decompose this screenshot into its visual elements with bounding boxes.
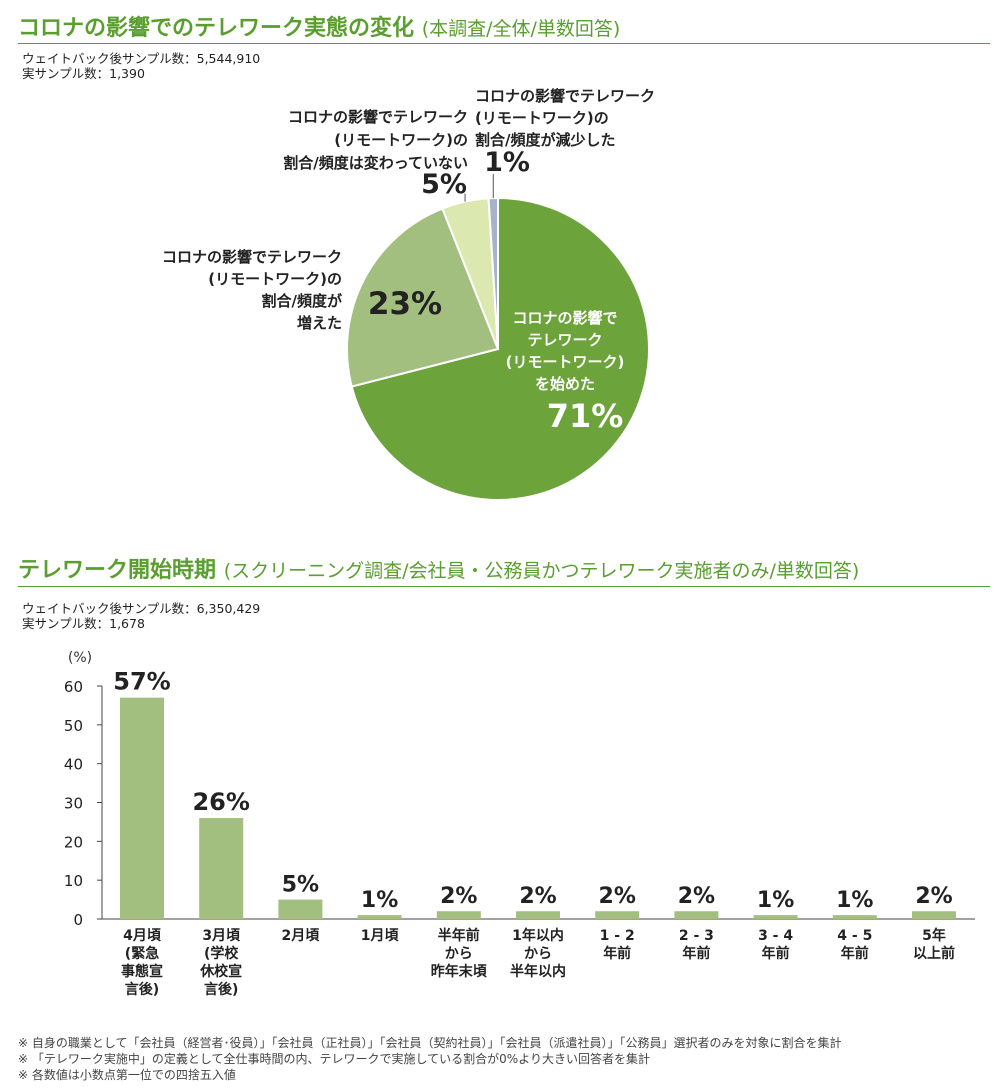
bar-title: テレワーク開始時期 xyxy=(18,558,217,583)
pie-slice-3-value: 1% xyxy=(484,147,530,178)
y-axis-unit: (%) xyxy=(68,650,92,666)
pie-sample-info: ウェイトバック後サンプル数：5,544,910 実サンプル数：1,390 xyxy=(22,51,260,81)
x-category-label-8-0: 3 - 4 xyxy=(758,928,793,944)
footnote-2: ※ 「テレワーク実施中」の定義として全仕事時間の内、テレワークで実施している割合… xyxy=(18,1052,650,1066)
pie-slice-3-label-2: 割合/頻度が減少した xyxy=(475,131,615,149)
pie-weighted-sample: ウェイトバック後サンプル数：5,544,910 xyxy=(22,51,261,66)
bar-value-label-10: 2% xyxy=(915,884,952,909)
pie-slice-2-label-0: コロナの影響でテレワーク xyxy=(288,108,468,126)
x-category-label-1-0: 3月頃 xyxy=(202,928,241,944)
y-tick-label-4: 40 xyxy=(64,756,83,774)
pie-slice-0 xyxy=(350,196,650,501)
pie-slice-2-label-1: (リモートワーク)の xyxy=(334,131,468,149)
x-category-label-1-2: 休校宣 xyxy=(199,963,242,980)
x-category-label-9-0: 4 - 5 xyxy=(837,928,872,944)
bar-7 xyxy=(674,911,719,919)
bar-value-label-8: 1% xyxy=(757,888,794,913)
bar-title-rule xyxy=(18,586,990,587)
pie-slice-0-label-2: (リモートワーク) xyxy=(506,353,625,371)
x-category-label-0-2: 事態宣 xyxy=(121,963,163,980)
bar-5 xyxy=(516,911,560,919)
pie-slice-1-label-3: 増えた xyxy=(297,314,342,332)
x-category-label-0-0: 4月頃 xyxy=(123,928,162,944)
x-category-label-0-1: (緊急 xyxy=(125,945,159,962)
x-category-label-4-2: 昨年末頃 xyxy=(431,963,488,980)
bar-4 xyxy=(436,911,481,919)
pie-slice-2-value: 5% xyxy=(421,169,467,200)
pie-title-rule xyxy=(18,43,990,44)
bar-value-label-7: 2% xyxy=(678,884,715,909)
x-category-label-1-1: (学校 xyxy=(204,945,239,962)
bar-2 xyxy=(278,899,323,919)
bar-value-label-5: 2% xyxy=(519,884,556,909)
pie-section-title: コロナの影響でのテレワーク実態の変化 (本調査/全体/単数回答) xyxy=(18,10,620,42)
pie-slice-1 xyxy=(346,207,500,388)
pie-chart: コロナの影響でテレワーク (リモートワーク) を始めた 71% コロナの影響でテレワーク… xyxy=(162,87,655,501)
bar-value-label-3: 1% xyxy=(361,888,398,913)
bar-value-label-9: 1% xyxy=(836,888,873,913)
pie-slice-0-label-1: テレワーク xyxy=(527,331,602,349)
pie-slice-3 xyxy=(487,196,499,350)
x-category-label-5-0: 1年以内 xyxy=(512,927,564,944)
bar-10 xyxy=(912,911,956,919)
x-category-label-1-3: 言後) xyxy=(204,981,238,998)
bar-value-label-6: 2% xyxy=(599,884,636,909)
bar-1 xyxy=(199,818,244,919)
x-category-label-5-1: から xyxy=(524,946,552,962)
bar-value-label-4: 2% xyxy=(440,884,477,909)
x-category-label-6-0: 1 - 2 xyxy=(600,928,635,944)
x-category-label-10-1: 以上前 xyxy=(913,945,955,962)
bar-6 xyxy=(595,911,640,919)
y-tick-label-1: 10 xyxy=(64,872,83,890)
pie-slice-1-label-0: コロナの影響でテレワーク xyxy=(162,248,342,266)
y-tick-label-2: 20 xyxy=(64,833,83,851)
x-category-label-8-1: 年前 xyxy=(762,945,790,962)
footnote-1: ※ 自身の職業として「会社員（経営者･役員）」「会社員（正社員）」「会社員（契約… xyxy=(18,1036,842,1050)
pie-subtitle: (本調査/全体/単数回答) xyxy=(421,18,621,40)
y-tick-label-5: 50 xyxy=(64,717,83,735)
x-category-label-5-2: 半年以内 xyxy=(510,963,566,980)
x-category-label-4-0: 半年前 xyxy=(438,927,480,944)
pie-slice-0-value: 71% xyxy=(547,397,624,435)
bar-sample-info: ウェイトバック後サンプル数：6,350,429 実サンプル数：1,678 xyxy=(22,601,260,631)
pie-slice-3-label-1: (リモートワーク)の xyxy=(475,109,609,127)
footnotes: ※ 自身の職業として「会社員（経営者･役員）」「会社員（正社員）」「会社員（契約… xyxy=(18,1035,842,1083)
bar-8 xyxy=(753,915,798,919)
bar-section-title: テレワーク開始時期 (スクリーニング調査/会社員・公務員かつテレワーク実施者のみ… xyxy=(18,552,859,584)
bar-9 xyxy=(832,915,877,919)
bar-value-label-0: 57% xyxy=(113,668,170,696)
bar-value-label-2: 5% xyxy=(282,873,319,898)
y-tick-label-6: 60 xyxy=(64,678,83,696)
pie-slice-1-label-1: (リモートワーク)の xyxy=(208,270,342,288)
pie-actual-sample: 実サンプル数：1,390 xyxy=(22,66,145,81)
x-category-label-0-3: 言後) xyxy=(125,981,159,998)
pie-title: コロナの影響でのテレワーク実態の変化 xyxy=(18,16,415,41)
bar-0 xyxy=(120,697,164,919)
y-tick-label-3: 30 xyxy=(64,795,83,813)
y-tick-label-0: 0 xyxy=(73,911,83,929)
pie-slice-0-label-3: を始めた xyxy=(535,375,595,393)
x-category-label-6-1: 年前 xyxy=(603,945,631,962)
x-category-label-2-0: 2月頃 xyxy=(282,928,321,944)
bar-weighted-sample: ウェイトバック後サンプル数：6,350,429 xyxy=(22,601,261,616)
bar-subtitle: (スクリーニング調査/会社員・公務員かつテレワーク実施者のみ/単数回答) xyxy=(223,560,860,582)
x-category-label-7-0: 2 - 3 xyxy=(679,928,714,944)
x-category-label-4-1: から xyxy=(445,946,473,962)
x-category-label-3-0: 1月頃 xyxy=(361,928,400,944)
bar-3 xyxy=(357,915,402,919)
x-category-label-9-1: 年前 xyxy=(841,945,869,962)
x-category-label-10-0: 5年 xyxy=(922,927,946,944)
pie-slice-3-label-0: コロナの影響でテレワーク xyxy=(475,87,655,105)
pie-slice-1-label-2: 割合/頻度が xyxy=(262,292,343,310)
pie-slice-2-label-2: 割合/頻度は変わっていない xyxy=(283,154,468,172)
x-category-label-7-1: 年前 xyxy=(682,945,710,962)
bar-value-label-1: 26% xyxy=(192,788,249,816)
pie-slice-0-label-0: コロナの影響で xyxy=(512,309,617,327)
footnote-3: ※ 各数値は小数点第一位での四捨五入値 xyxy=(18,1068,236,1082)
bar-actual-sample: 実サンプル数：1,678 xyxy=(22,616,145,631)
pie-slice-1-value: 23% xyxy=(368,286,442,322)
